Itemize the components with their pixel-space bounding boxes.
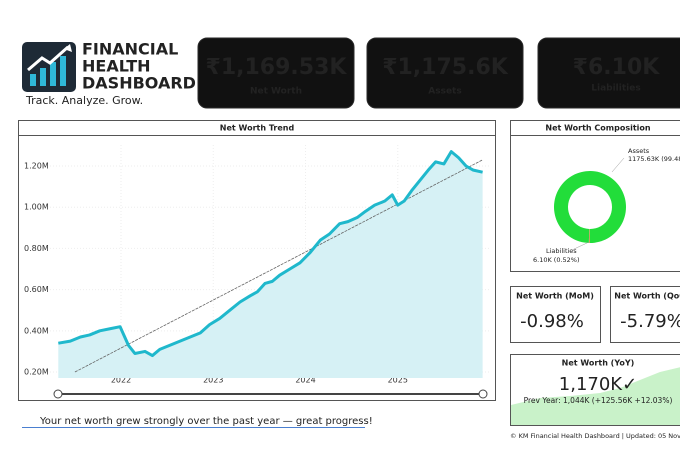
card-title: Net Worth (YoY) (562, 359, 635, 368)
y-tick-label: 0.80M (24, 244, 49, 253)
caption: Your net worth grew strongly over the pa… (39, 416, 373, 427)
logo-title: HEALTH (82, 57, 151, 76)
composition-panel (510, 120, 680, 272)
kpi-label: Liabilities (591, 84, 640, 94)
x-tick-label: 2024 (295, 376, 315, 385)
trend-line (74, 159, 483, 373)
tagline: Track. Analyze. Grow. (25, 94, 143, 107)
qoq-card (610, 286, 680, 343)
line (58, 150, 483, 358)
card-value: -0.98% (520, 311, 584, 332)
y-tick-label: 1.20M (24, 162, 49, 171)
logo-arrow (27, 45, 69, 72)
logo-title: FINANCIAL (82, 40, 178, 59)
kpi-card (537, 37, 680, 109)
card-title: Net Worth (QoQ) (614, 292, 680, 301)
donut-slice (588, 228, 590, 243)
donut-label: Liabilities (546, 247, 577, 255)
card-value: 1,170K✓ (559, 374, 637, 395)
leader-line (611, 157, 625, 173)
area (58, 151, 483, 378)
slider-handle[interactable] (53, 389, 63, 399)
kpi-card (366, 37, 524, 109)
x-tick-label: 2023 (203, 376, 223, 385)
y-tick-label: 0.60M (24, 285, 49, 294)
slider-handle[interactable] (478, 389, 488, 399)
donut-value-label: 1175.63K (99.48%) (628, 155, 680, 163)
panel-title: Net Worth Composition (545, 124, 651, 133)
donut-slice (553, 171, 626, 243)
y-tick-label: 1.00M (24, 203, 49, 212)
leader-line (571, 241, 590, 251)
kpi-card (197, 37, 355, 109)
mom-card (510, 286, 601, 343)
logo-arrowhead (64, 44, 72, 52)
panel-title: Net Worth Trend (220, 124, 295, 133)
donut-label: Assets (628, 147, 650, 155)
x-tick-label: 2025 (388, 376, 408, 385)
donut-value-label: 6.10K (0.52%) (533, 256, 580, 264)
y-tick-label: 0.20M (24, 368, 49, 377)
card-value: -5.79% (620, 311, 680, 332)
y-tick-label: 0.40M (24, 326, 49, 335)
x-tick-label: 2022 (111, 376, 131, 385)
kpi-value: ₹6.10K (573, 55, 661, 80)
logo-bars (30, 56, 66, 86)
card-title: Net Worth (MoM) (516, 292, 594, 301)
card-detail: Prev Year: 1,044K (+125.56K +12.03%) (524, 396, 673, 405)
kpi-value: ₹1,175.6K (382, 55, 509, 80)
kpi-label: Assets (428, 87, 461, 97)
kpi-value: ₹1,169.53K (206, 55, 348, 80)
kpi-label: Net Worth (250, 87, 302, 97)
logo-title: DASHBOARD (82, 74, 196, 93)
yoy-sparkline (511, 367, 680, 425)
footer: © KM Financial Health Dashboard | Update… (510, 432, 680, 440)
